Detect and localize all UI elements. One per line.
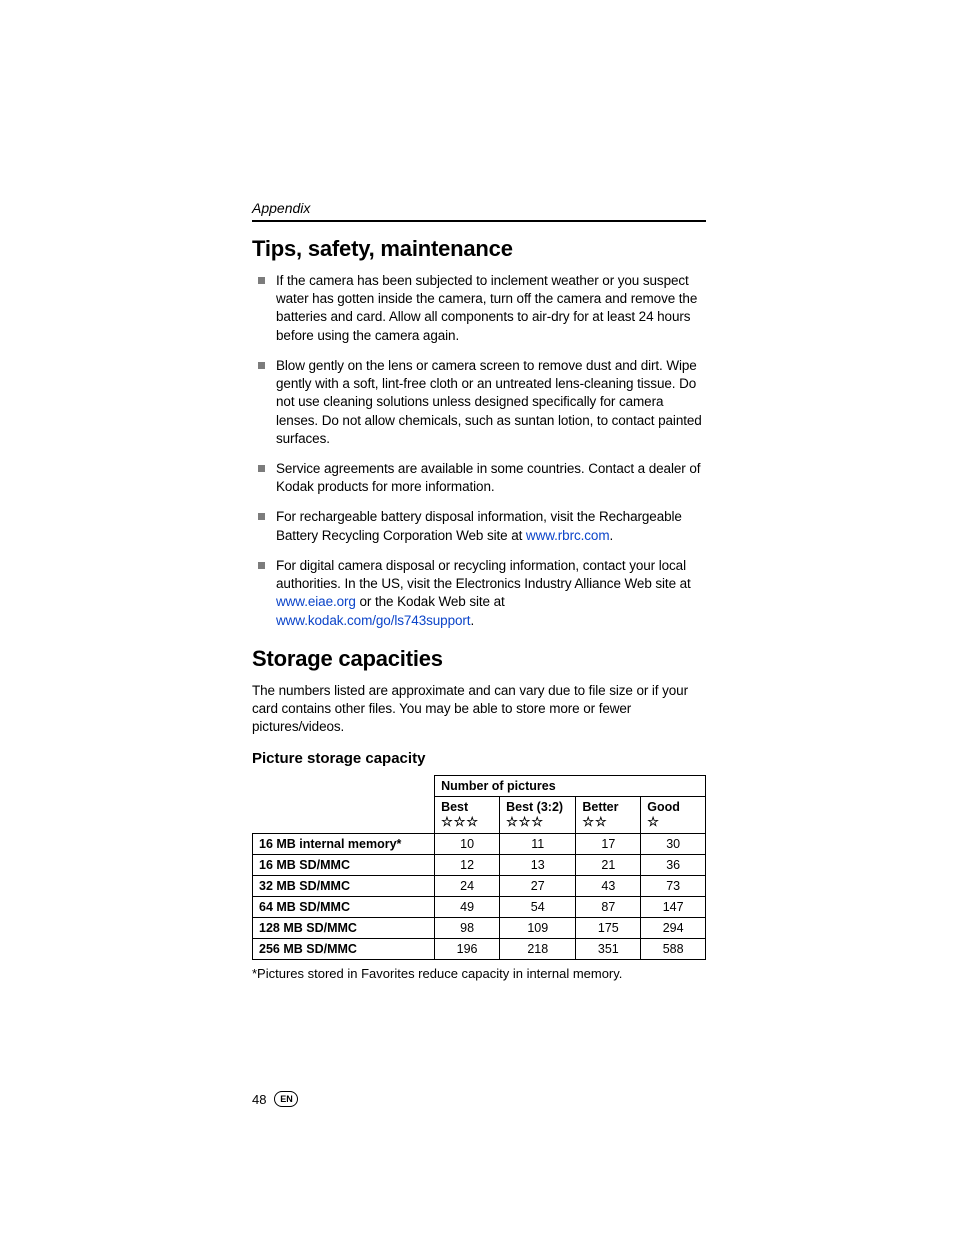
cell-value: 147 bbox=[641, 897, 706, 918]
row-label: 128 MB SD/MMC bbox=[253, 918, 435, 939]
cell-value: 351 bbox=[576, 939, 641, 960]
cell-value: 17 bbox=[576, 834, 641, 855]
kodak-support-link[interactable]: www.kodak.com/go/ls743support bbox=[276, 613, 470, 628]
table-row: 16 MB internal memory* 10 11 17 30 bbox=[253, 834, 706, 855]
stars-icon: ☆☆☆ bbox=[506, 814, 544, 829]
cell-value: 24 bbox=[435, 876, 500, 897]
col-header-best32: Best (3:2) ☆☆☆ bbox=[500, 797, 576, 834]
tip-item: If the camera has been subjected to incl… bbox=[252, 272, 706, 345]
cell-value: 54 bbox=[500, 897, 576, 918]
cell-value: 36 bbox=[641, 855, 706, 876]
cell-value: 27 bbox=[500, 876, 576, 897]
storage-intro: The numbers listed are approximate and c… bbox=[252, 682, 706, 737]
tip-prefix: For digital camera disposal or recycling… bbox=[276, 558, 691, 591]
table-row-super-header: Number of pictures bbox=[253, 776, 706, 797]
document-page: Appendix Tips, safety, maintenance If th… bbox=[0, 0, 954, 1187]
col-label: Best (3:2) bbox=[506, 800, 563, 814]
cell-value: 30 bbox=[641, 834, 706, 855]
super-header: Number of pictures bbox=[435, 776, 706, 797]
table-row: 16 MB SD/MMC 12 13 21 36 bbox=[253, 855, 706, 876]
tip-prefix: For rechargeable battery disposal inform… bbox=[276, 509, 682, 542]
cell-value: 10 bbox=[435, 834, 500, 855]
table-row: 32 MB SD/MMC 24 27 43 73 bbox=[253, 876, 706, 897]
page-number: 48 bbox=[252, 1092, 266, 1107]
row-label: 256 MB SD/MMC bbox=[253, 939, 435, 960]
cell-value: 218 bbox=[500, 939, 576, 960]
cell-value: 21 bbox=[576, 855, 641, 876]
tip-text: Service agreements are available in some… bbox=[276, 461, 700, 494]
table-row: 128 MB SD/MMC 98 109 175 294 bbox=[253, 918, 706, 939]
row-label: 16 MB SD/MMC bbox=[253, 855, 435, 876]
header-rule bbox=[252, 220, 706, 222]
tip-item: For rechargeable battery disposal inform… bbox=[252, 508, 706, 544]
row-label: 32 MB SD/MMC bbox=[253, 876, 435, 897]
col-label: Better bbox=[582, 800, 618, 814]
table-row: 64 MB SD/MMC 49 54 87 147 bbox=[253, 897, 706, 918]
stars-icon: ☆ bbox=[647, 814, 660, 829]
cell-value: 73 bbox=[641, 876, 706, 897]
cell-value: 43 bbox=[576, 876, 641, 897]
table-footnote: *Pictures stored in Favorites reduce cap… bbox=[252, 966, 706, 981]
section-label: Appendix bbox=[252, 200, 706, 216]
stars-icon: ☆☆☆ bbox=[441, 814, 479, 829]
cell-value: 196 bbox=[435, 939, 500, 960]
language-badge: EN bbox=[274, 1091, 298, 1107]
cell-value: 109 bbox=[500, 918, 576, 939]
tip-suffix: . bbox=[470, 613, 474, 628]
storage-table: Number of pictures Best ☆☆☆ Best (3:2) ☆… bbox=[252, 775, 706, 960]
cell-value: 175 bbox=[576, 918, 641, 939]
cell-value: 11 bbox=[500, 834, 576, 855]
cell-value: 12 bbox=[435, 855, 500, 876]
tip-text: If the camera has been subjected to incl… bbox=[276, 273, 697, 343]
tip-item: For digital camera disposal or recycling… bbox=[252, 557, 706, 630]
col-label: Good bbox=[647, 800, 680, 814]
tip-mid: or the Kodak Web site at bbox=[356, 594, 505, 609]
rbrc-link[interactable]: www.rbrc.com bbox=[526, 528, 610, 543]
col-header-good: Good ☆ bbox=[641, 797, 706, 834]
cell-value: 87 bbox=[576, 897, 641, 918]
stars-icon: ☆☆ bbox=[582, 814, 607, 829]
cell-value: 49 bbox=[435, 897, 500, 918]
table-row: 256 MB SD/MMC 196 218 351 588 bbox=[253, 939, 706, 960]
cell-value: 13 bbox=[500, 855, 576, 876]
tip-suffix: . bbox=[609, 528, 613, 543]
storage-heading: Storage capacities bbox=[252, 646, 706, 672]
col-header-better: Better ☆☆ bbox=[576, 797, 641, 834]
cell-value: 294 bbox=[641, 918, 706, 939]
page-footer: 48 EN bbox=[252, 1091, 706, 1107]
table-row-header: Best ☆☆☆ Best (3:2) ☆☆☆ Better ☆☆ Good ☆ bbox=[253, 797, 706, 834]
col-header-best: Best ☆☆☆ bbox=[435, 797, 500, 834]
tip-text: Blow gently on the lens or camera screen… bbox=[276, 358, 702, 446]
tips-heading: Tips, safety, maintenance bbox=[252, 236, 706, 262]
row-label: 64 MB SD/MMC bbox=[253, 897, 435, 918]
cell-value: 98 bbox=[435, 918, 500, 939]
eiae-link[interactable]: www.eiae.org bbox=[276, 594, 356, 609]
blank-cell bbox=[253, 797, 435, 834]
col-label: Best bbox=[441, 800, 468, 814]
tip-item: Service agreements are available in some… bbox=[252, 460, 706, 496]
tips-list: If the camera has been subjected to incl… bbox=[252, 272, 706, 630]
cell-value: 588 bbox=[641, 939, 706, 960]
blank-cell bbox=[253, 776, 435, 797]
tip-item: Blow gently on the lens or camera screen… bbox=[252, 357, 706, 448]
row-label: 16 MB internal memory* bbox=[253, 834, 435, 855]
picture-capacity-subheading: Picture storage capacity bbox=[252, 750, 706, 767]
